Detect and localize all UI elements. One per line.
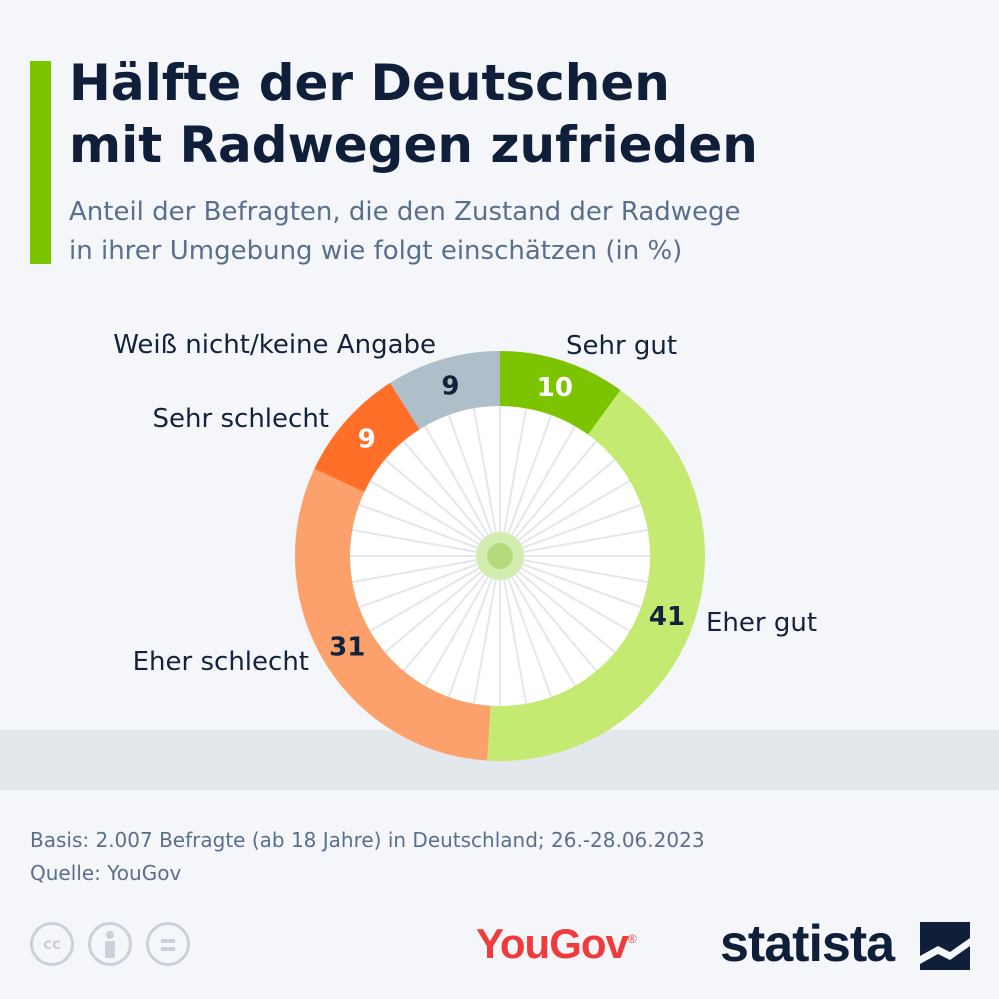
slice-value-1: 10 [537,373,573,403]
license-icons: cc [30,922,204,966]
slice-labels: 10 Sehr gut 41 Eher gut 31 Eher schlecht 9 Sehr… [113,330,817,677]
cc-icon: cc [30,922,74,966]
wheel-spokes [350,406,650,706]
slice-label-5: Weiß nicht/keine Angabe [113,330,436,360]
slice-2 [487,390,705,761]
slice-value-3: 31 [329,632,365,662]
nd-icon [146,922,190,966]
slice-value-5: 9 [441,372,459,402]
slice-value-4: 9 [358,425,376,455]
statista-logo: statista [720,915,895,973]
title-line-2: mit Radwegen zufrieden [69,116,758,174]
slice-label-1: Sehr gut [566,331,677,361]
yougov-logo: YouGov® [476,920,637,967]
slice-5 [390,351,500,430]
slice-value-2: 41 [649,602,685,632]
subtitle-line-2: in ihrer Umgebung wie folgt einschätzen … [69,236,683,266]
basis-note: Basis: 2.007 Befragte (ab 18 Jahre) in D… [30,828,705,852]
chart-title: Hälfte der Deutschen mit Radwegen zufrie… [69,52,969,176]
slice-1 [500,351,621,435]
subtitle-line-1: Anteil der Befragten, die den Zustand de… [69,197,741,227]
slice-label-3: Eher schlecht [133,647,309,677]
statista-mark-icon [920,922,970,970]
donut-slices [295,351,705,761]
footer-notes: Basis: 2.007 Befragte (ab 18 Jahre) in D… [30,824,705,890]
title-line-1: Hälfte der Deutschen [69,54,670,112]
slice-label-2: Eher gut [706,608,817,638]
yougov-logo-text: YouGov [476,920,629,967]
slice-3 [295,468,491,761]
slice-label-4: Sehr schlecht [153,404,329,434]
slice-4 [314,382,420,493]
by-icon [88,922,132,966]
title-accent-bar [30,61,51,264]
chart-subtitle: Anteil der Befragten, die den Zustand de… [69,193,969,271]
source-note: Quelle: YouGov [30,861,182,885]
cc-icon-text: cc [43,935,61,953]
